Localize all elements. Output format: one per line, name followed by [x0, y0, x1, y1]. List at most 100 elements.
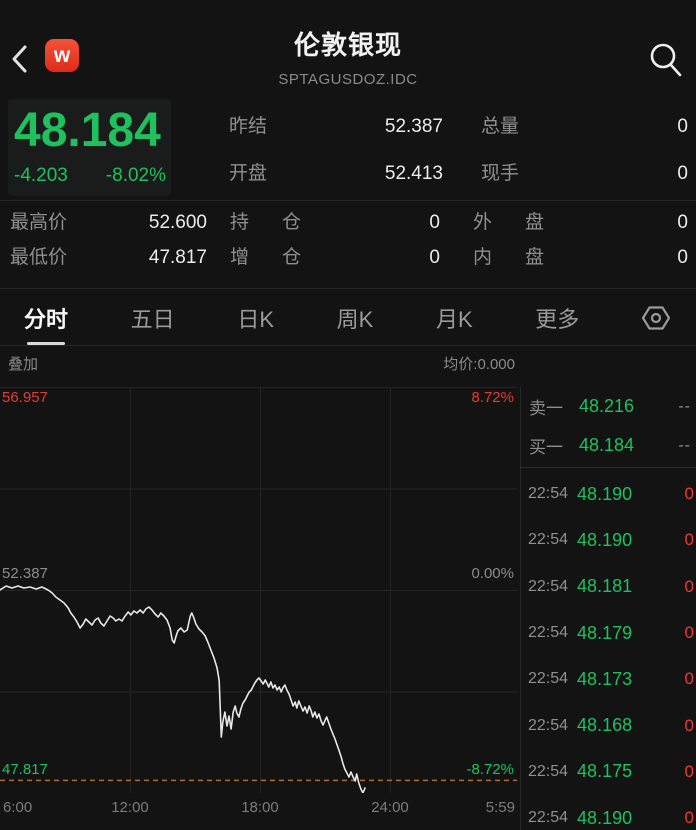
trade-row: 22:54 48.179 0	[521, 610, 696, 656]
field-value: 0	[677, 212, 688, 233]
bid-volume: --	[678, 436, 691, 454]
quote-side-panel[interactable]: 卖一 48.216 -- 买一 48.184 -- 22:54 48.190 0…	[520, 387, 696, 830]
trade-price: 48.190	[577, 529, 633, 550]
field-value: 0	[677, 247, 688, 268]
trade-price: 48.190	[577, 807, 633, 828]
trade-volume: 0	[684, 808, 694, 828]
logo-letter: w	[53, 43, 71, 67]
field-value: 52.600	[148, 212, 207, 233]
overlay-stack-button[interactable]: 叠加	[8, 356, 39, 373]
field-value: 0	[429, 247, 440, 268]
field-label: 内盘	[473, 247, 544, 268]
last-price-box: 48.184 -4.203 -8.02%	[8, 99, 171, 196]
field-value: 52.387	[384, 116, 443, 137]
trade-price: 48.190	[577, 483, 633, 504]
field-label: 持仓	[230, 212, 301, 233]
tab-weekly-k[interactable]: 周K	[336, 307, 374, 332]
trade-price: 48.181	[577, 576, 633, 597]
field-label: 昨结	[229, 116, 268, 137]
period-tabs: 分时 五日 日K 周K 月K 更多	[0, 291, 696, 345]
tab-5day[interactable]: 五日	[130, 307, 175, 332]
price-change-pct: -8.02%	[105, 165, 166, 186]
tab-daily-k[interactable]: 日K	[237, 307, 274, 332]
trade-row: 22:54 48.190 0	[521, 471, 696, 517]
trade-time: 22:54	[528, 531, 569, 549]
trade-row: 22:54 48.181 0	[521, 564, 696, 610]
bid-label: 买一	[529, 438, 563, 457]
field-label: 总量	[481, 116, 520, 137]
field-label: 现手	[481, 163, 520, 184]
chart-canvas[interactable]	[0, 387, 517, 793]
chart-settings-button[interactable]	[641, 305, 670, 331]
trade-price: 48.179	[577, 622, 633, 643]
trade-volume: 0	[684, 576, 694, 596]
field-value: 0	[677, 163, 688, 184]
y-axis-low-price: 47.817	[2, 761, 48, 778]
trade-volume: 0	[684, 530, 694, 550]
field-label: 增仓	[230, 247, 301, 268]
search-button[interactable]	[648, 41, 684, 84]
header-center: 伦敦银现 SPTAGUSDOZ.IDC	[110, 25, 586, 88]
last-price: 48.184	[14, 104, 161, 157]
field-value: 0	[677, 116, 688, 137]
trade-row: 22:54 48.168 0	[521, 702, 696, 748]
field-label: 最低价	[10, 247, 68, 268]
tab-more[interactable]: 更多	[535, 307, 580, 332]
x-axis-tick: 12:00	[111, 799, 149, 816]
trade-price: 48.168	[577, 715, 633, 736]
trade-time: 22:54	[528, 577, 569, 595]
trade-row: 22:54 48.175 0	[521, 749, 696, 795]
trade-time: 22:54	[528, 624, 569, 642]
y-axis-mid-price: 52.387	[2, 565, 48, 582]
divider	[521, 467, 696, 468]
bid-price: 48.184	[579, 435, 635, 455]
ask-label: 卖一	[529, 399, 563, 418]
field-label: 外盘	[473, 212, 544, 233]
field-value: 52.413	[384, 163, 443, 184]
order-book-row-ask: 卖一 48.216 --	[521, 387, 696, 426]
field-label: 开盘	[229, 163, 268, 184]
y-axis-mid-pct: 0.00%	[471, 565, 514, 582]
search-icon	[650, 43, 682, 77]
field-value: 47.817	[148, 247, 207, 268]
trade-volume: 0	[684, 623, 694, 643]
back-button[interactable]	[10, 44, 30, 74]
instrument-symbol: SPTAGUSDOZ.IDC	[278, 71, 418, 88]
trade-time: 22:54	[528, 716, 569, 734]
average-price-label: 均价:0.000	[443, 356, 515, 373]
trade-time: 22:54	[528, 762, 569, 780]
ask-volume: --	[678, 397, 691, 415]
tab-monthly-k[interactable]: 月K	[435, 307, 473, 332]
divider	[0, 345, 696, 346]
field-label: 最高价	[10, 212, 68, 233]
divider	[0, 288, 696, 289]
y-axis-high-pct: 8.72%	[471, 389, 514, 406]
trade-volume: 0	[684, 484, 694, 504]
field-value: 0	[429, 212, 440, 233]
trade-time: 22:54	[528, 485, 569, 503]
x-axis-tick: 18:00	[241, 799, 279, 816]
trade-volume: 0	[684, 761, 694, 781]
y-axis-low-pct: -8.72%	[466, 761, 514, 778]
trade-time: 22:54	[528, 809, 569, 827]
wind-app-logo[interactable]: w	[45, 39, 79, 72]
hex-settings-icon	[641, 306, 670, 330]
ask-price: 48.216	[579, 396, 635, 416]
trade-row: 22:54 48.190 0	[521, 795, 696, 830]
trade-row: 22:54 48.173 0	[521, 656, 696, 702]
chevron-left-icon	[12, 45, 27, 73]
x-axis-tick: 6:00	[3, 799, 33, 816]
trade-row: 22:54 48.190 0	[521, 517, 696, 563]
intraday-chart[interactable]: 56.957 8.72% 52.387 0.00% 47.817 -8.72% …	[0, 387, 517, 830]
trade-price: 48.173	[577, 668, 633, 689]
trade-time: 22:54	[528, 670, 569, 688]
divider	[0, 200, 696, 201]
trade-volume: 0	[684, 715, 694, 735]
trade-list[interactable]: 22:54 48.190 0 22:54 48.190 0 22:54 48.1…	[521, 471, 696, 830]
x-axis-tick: 24:00	[371, 799, 409, 816]
price-change: -4.203	[14, 165, 68, 186]
tab-minute[interactable]: 分时	[24, 302, 68, 334]
x-axis-tick: 5:59	[485, 799, 515, 816]
order-book-row-bid: 买一 48.184 --	[521, 426, 696, 465]
